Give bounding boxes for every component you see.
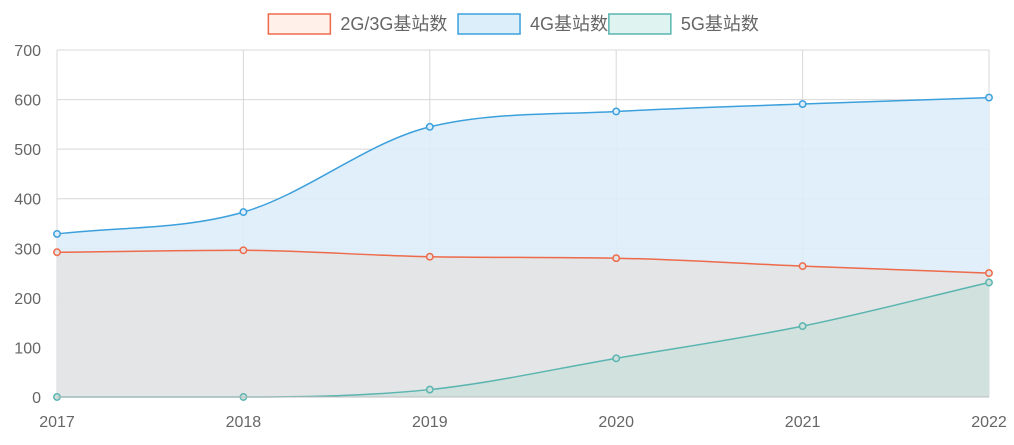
series-areas — [57, 97, 989, 398]
data-point — [425, 122, 434, 131]
data-point — [985, 269, 993, 278]
data-point — [425, 385, 434, 394]
legend-label: 2G/3G基站数 — [340, 14, 447, 34]
data-point — [612, 254, 621, 263]
y-tick-label: 500 — [14, 142, 41, 159]
legend-item[interactable]: 2G/3G基站数 — [267, 13, 447, 35]
data-point — [798, 322, 807, 331]
y-tick-label: 0 — [32, 390, 41, 407]
x-tick-label: 2020 — [598, 414, 634, 431]
data-point — [798, 262, 807, 271]
y-tick-label: 400 — [14, 192, 41, 209]
y-tick-label: 200 — [14, 291, 41, 308]
legend[interactable]: 2G/3G基站数 4G基站数 5G基站数 — [267, 13, 759, 35]
data-point — [612, 107, 621, 116]
legend-swatch — [608, 13, 672, 35]
x-tick-label: 2017 — [39, 414, 75, 431]
legend-label: 4G基站数 — [530, 14, 608, 34]
data-point — [985, 278, 993, 287]
line-series-0 — [56, 249, 990, 274]
data-point — [53, 248, 61, 257]
x-tick-label: 2022 — [971, 414, 1007, 431]
data-point — [425, 252, 434, 261]
legend-swatch — [267, 13, 332, 35]
y-tick-label: 700 — [14, 43, 41, 60]
series-points — [53, 93, 993, 401]
legend-item[interactable]: 5G基站数 — [608, 13, 759, 35]
y-tick-label: 100 — [14, 340, 41, 357]
y-tick-label: 600 — [14, 93, 41, 110]
y-tick-label: 300 — [14, 241, 41, 258]
x-tick-label: 2018 — [226, 414, 262, 431]
data-point — [985, 93, 993, 102]
legend-label: 5G基站数 — [681, 14, 759, 34]
data-point — [612, 354, 621, 363]
x-tick-label: 2021 — [785, 414, 821, 431]
data-point — [53, 229, 61, 238]
line-series-1 — [56, 96, 990, 235]
legend-swatch — [457, 13, 521, 35]
x-tick-label: 2019 — [412, 414, 448, 431]
area-series-2 — [57, 282, 989, 397]
data-point — [798, 100, 807, 108]
axes: 0 100 200 300 400 500 600 700 2017 2018 2019 2020 20… — [14, 43, 1007, 431]
data-point — [239, 208, 248, 217]
legend-item[interactable]: 4G基站数 — [457, 13, 608, 35]
data-point — [239, 246, 248, 255]
